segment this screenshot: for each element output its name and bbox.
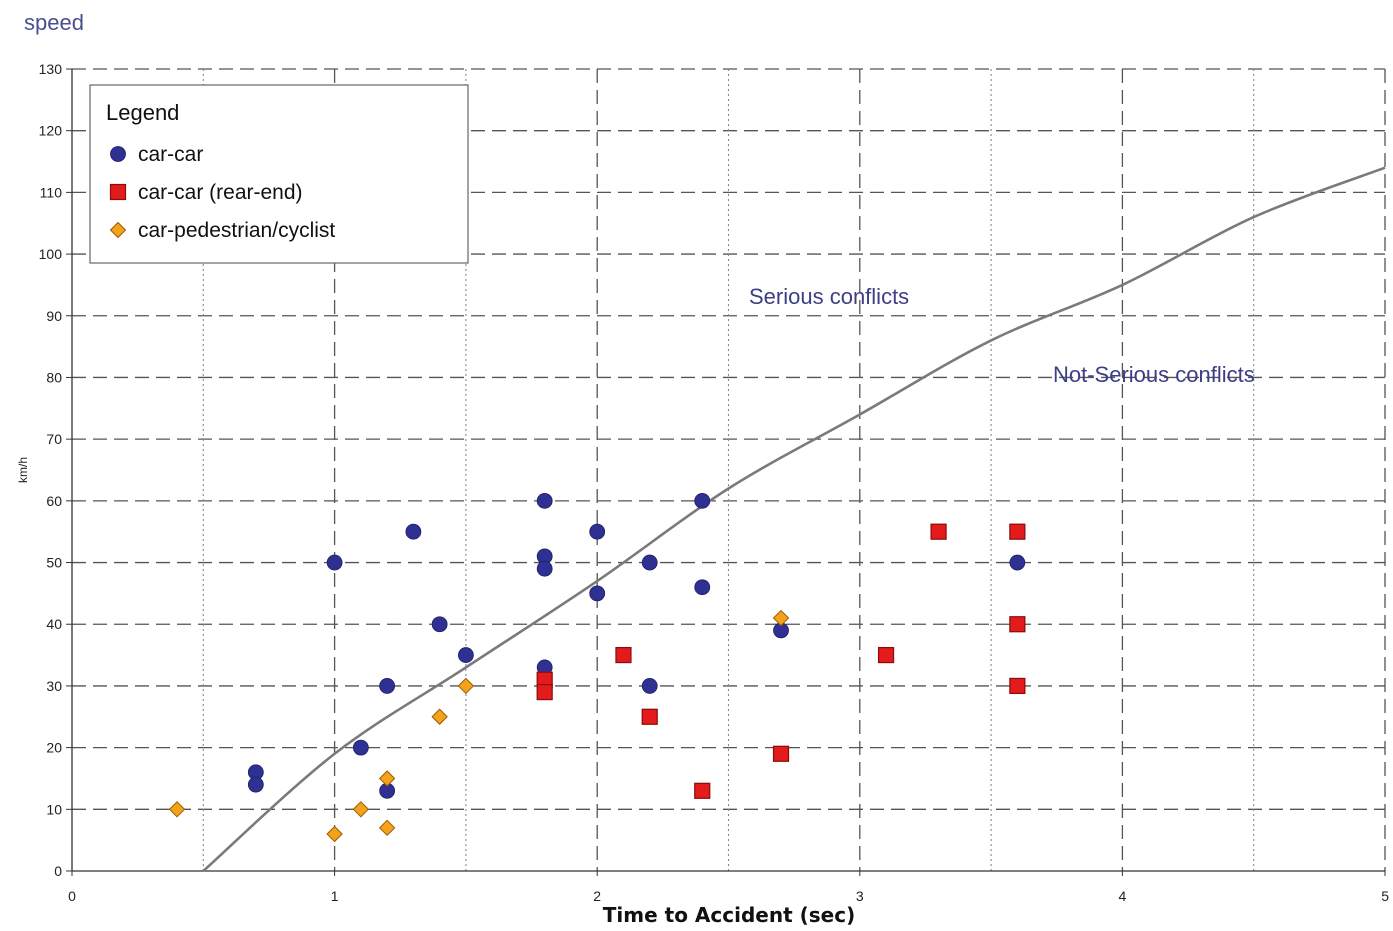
y-tick-label: 80 <box>46 369 62 385</box>
data-point-car-car <box>589 523 606 540</box>
x-tick-label: 4 <box>1119 888 1127 904</box>
data-point-car-car <box>352 739 369 756</box>
data-point-car-car <box>405 523 422 540</box>
legend-marker-circle <box>110 146 126 162</box>
x-tick-label: 3 <box>856 888 864 904</box>
axes <box>66 68 1386 876</box>
x-tick-label: 2 <box>593 888 601 904</box>
y-tick-label: 120 <box>39 123 63 139</box>
y-tick-label: 90 <box>46 308 62 324</box>
legend-title: Legend <box>106 100 179 125</box>
data-point-car-car <box>1009 554 1026 571</box>
data-point-rear-end <box>772 745 790 762</box>
data-point-pedestrian-cyclist <box>326 825 343 843</box>
data-point-pedestrian-cyclist <box>772 609 790 627</box>
y-tick-label: 110 <box>40 184 63 200</box>
data-point-car-car <box>326 554 343 571</box>
chart-title: speed <box>24 10 84 35</box>
legend-marker-diamond <box>109 221 127 239</box>
boundary-curve <box>202 166 1386 872</box>
data-point-car-car <box>641 678 658 694</box>
not-serious-conflicts-label: Not-Serious conflicts <box>1053 362 1255 387</box>
legend-label: car-car <box>138 143 203 166</box>
legend-marker-square <box>109 183 127 201</box>
data-point-car-car <box>641 554 658 571</box>
data-point-car-car <box>247 776 264 793</box>
data-point-car-car <box>694 492 711 509</box>
data-point-rear-end <box>1009 523 1026 540</box>
data-point-rear-end <box>536 683 553 701</box>
legend-label: car-car (rear-end) <box>138 181 303 204</box>
y-tick-label: 10 <box>46 801 62 817</box>
data-point-car-car <box>536 492 553 509</box>
data-point-pedestrian-cyclist <box>352 801 370 818</box>
data-point-rear-end <box>641 708 658 725</box>
y-tick-label: 100 <box>39 246 63 262</box>
y-tick-label: 70 <box>46 431 62 447</box>
legend-box <box>89 84 469 264</box>
data-point-car-car <box>589 585 606 602</box>
tick-labels: 0 10 20 30 40 50 60 70 80 90 100 110 120 130 0 1 2 3 4 5 <box>39 61 1390 904</box>
legend-items: car-car car-car (rear-end) car-pedestrian/… <box>109 143 335 242</box>
y-tick-label: 60 <box>46 493 62 509</box>
y-tick-label: 0 <box>54 863 62 879</box>
legend-label: car-pedestrian/cyclist <box>138 219 335 242</box>
y-tick-label: 40 <box>46 616 62 632</box>
data-point-pedestrian-cyclist <box>168 801 186 818</box>
y-tick-label: 20 <box>46 740 62 756</box>
x-tick-label: 5 <box>1381 888 1389 904</box>
boundary-curve-group <box>202 166 1386 872</box>
data-point-car-car <box>431 616 448 633</box>
data-point-car-car <box>457 647 474 663</box>
legend: Legend car-car car-car (rear-end) car-pede… <box>89 84 469 264</box>
x-tick-label: 0 <box>68 888 76 904</box>
y-tick-label: 30 <box>46 678 62 694</box>
data-points <box>168 492 1026 843</box>
data-point-pedestrian-cyclist <box>378 819 396 837</box>
data-point-pedestrian-cyclist <box>457 677 475 695</box>
y-tick-label: 130 <box>39 61 63 77</box>
y-axis-label: km/h <box>16 457 30 483</box>
x-tick-label: 1 <box>331 888 339 904</box>
data-point-car-car <box>379 678 396 694</box>
data-point-rear-end <box>1009 616 1026 633</box>
y-tick-label: 50 <box>46 555 62 571</box>
data-point-car-car <box>694 579 711 596</box>
data-point-rear-end <box>877 646 895 664</box>
serious-conflicts-label: Serious conflicts <box>749 284 909 309</box>
data-point-car-car <box>536 560 553 577</box>
data-point-rear-end <box>930 523 947 540</box>
x-axis-label: Time to Accident (sec) <box>603 903 855 927</box>
data-point-rear-end <box>694 782 711 799</box>
data-point-rear-end <box>1009 677 1026 695</box>
data-point-pedestrian-cyclist <box>431 708 448 725</box>
data-point-rear-end <box>615 646 632 664</box>
data-point-pedestrian-cyclist <box>378 770 396 787</box>
